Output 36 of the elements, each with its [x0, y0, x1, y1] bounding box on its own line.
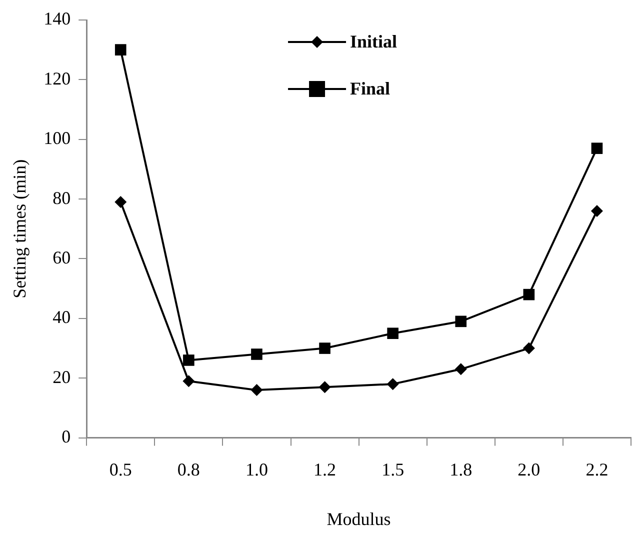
x-tick-label: 0.5 — [109, 459, 132, 480]
point — [523, 288, 535, 300]
y-tick-label: 140 — [44, 8, 71, 29]
point — [318, 381, 331, 394]
point — [455, 316, 467, 328]
x-axis-title: Modulus — [326, 508, 391, 529]
y-tick-label: 20 — [52, 366, 71, 387]
x-tick-label: 2.2 — [586, 459, 608, 480]
y-axis-title: Setting times (min) — [10, 159, 30, 298]
y-tick-label: 0 — [62, 426, 71, 447]
y-tick-label: 60 — [52, 247, 71, 268]
x-tick-label: 1.8 — [450, 459, 472, 480]
y-tick-label: 40 — [52, 307, 71, 328]
point — [590, 204, 603, 217]
y-tick-label: 100 — [44, 128, 71, 148]
point — [183, 354, 194, 366]
point — [250, 384, 263, 396]
point — [522, 342, 535, 354]
x-tick-label: 1.5 — [382, 459, 404, 480]
legend-label: Final — [350, 78, 390, 99]
point — [251, 348, 262, 360]
point — [454, 363, 467, 376]
legend-label: Initial — [350, 32, 398, 52]
x-tick-label: 0.8 — [177, 459, 200, 480]
point — [387, 328, 398, 340]
x-tick-label: 1.0 — [245, 459, 268, 480]
point — [386, 378, 399, 390]
y-tick-label: 120 — [44, 68, 71, 88]
point — [319, 342, 330, 354]
x-tick-label: 1.2 — [314, 459, 336, 480]
point — [114, 196, 127, 208]
point — [591, 142, 603, 154]
y-tick-label: 80 — [52, 188, 71, 208]
point — [114, 44, 126, 56]
x-tick-label: 2.0 — [518, 459, 540, 480]
point — [182, 375, 195, 388]
